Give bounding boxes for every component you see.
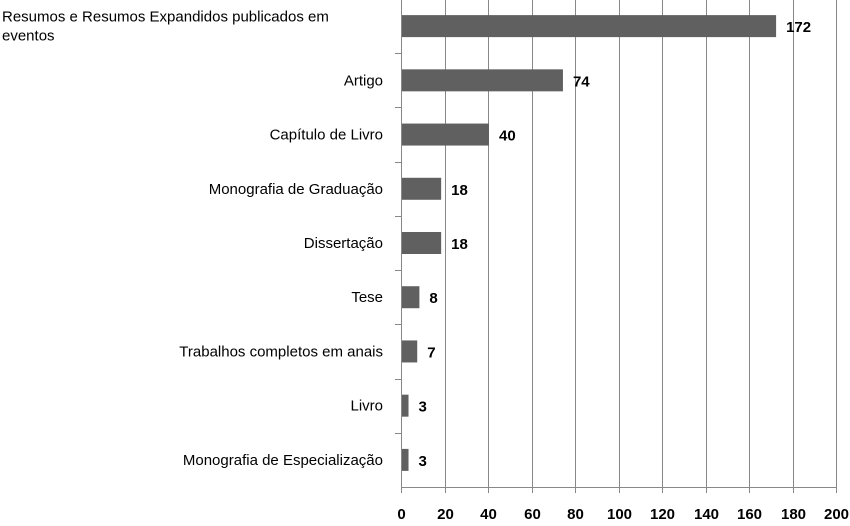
- data-label: 7: [427, 344, 435, 361]
- data-label: 18: [451, 236, 468, 253]
- category-label: Capítulo de Livro: [270, 127, 383, 144]
- x-tick-label: 20: [437, 506, 454, 523]
- x-tick-label: 0: [397, 506, 405, 523]
- category-label: Livro: [350, 398, 383, 415]
- x-tick-label: 120: [650, 506, 675, 523]
- bar: [402, 232, 442, 254]
- bar: [402, 69, 563, 92]
- category-label: eventos: [2, 28, 55, 45]
- data-label: 172: [786, 19, 811, 36]
- x-tick-label: 180: [781, 506, 806, 523]
- data-label: 3: [419, 453, 427, 470]
- data-label: 74: [573, 73, 590, 90]
- data-label: 18: [451, 182, 468, 199]
- x-tick-label: 60: [524, 506, 541, 523]
- category-label: Trabalhos completos em anais: [179, 343, 383, 360]
- data-label: 3: [419, 399, 427, 416]
- bar: [402, 177, 442, 200]
- data-label: 40: [499, 128, 516, 145]
- x-tick-label: 200: [824, 506, 849, 523]
- bars: [402, 15, 777, 471]
- x-tick-label: 140: [694, 506, 719, 523]
- bar: [402, 15, 777, 38]
- bar: [402, 123, 489, 146]
- category-label: Monografia de Graduação: [209, 181, 383, 198]
- x-tick-labels: 0 20 40 60 80 100 120 140 160 180 200: [397, 506, 849, 523]
- x-tick-label: 40: [480, 506, 497, 523]
- bar: [402, 394, 409, 417]
- bar: [402, 286, 420, 309]
- category-label: Artigo: [344, 72, 383, 89]
- category-label: Monografia de Especialização: [183, 452, 383, 469]
- data-label: 8: [429, 290, 437, 307]
- x-tick-label: 80: [567, 506, 584, 523]
- data-labels: 172 74 40 18 18 8 7 3 3: [419, 19, 812, 470]
- bar: [402, 448, 409, 471]
- x-tick-label: 160: [737, 506, 762, 523]
- category-label: Dissertação: [304, 235, 383, 252]
- bar: [402, 340, 418, 363]
- category-label: Tese: [351, 289, 383, 306]
- axes: [395, 0, 837, 493]
- category-labels: Resumos e Resumos Expandidos publicados …: [2, 9, 383, 469]
- category-label: Resumos e Resumos Expandidos publicados …: [2, 9, 329, 26]
- x-tick-label: 100: [607, 506, 632, 523]
